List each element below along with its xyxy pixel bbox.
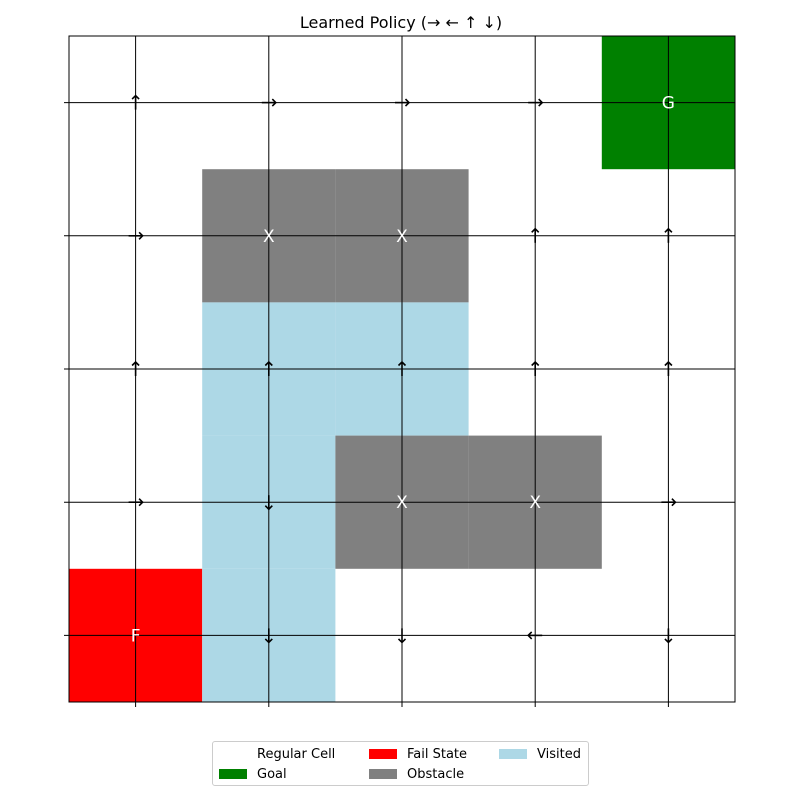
policy-arrow-up-r1-c3 [531, 227, 540, 243]
legend-swatch-obstacle [369, 769, 397, 779]
policy-arrow-up-r2-c0 [131, 360, 140, 376]
legend-swatch-fail-state [369, 749, 397, 759]
policy-arrow-left-r4-c3 [527, 631, 543, 640]
legend-item-goal: Goal [219, 766, 287, 782]
policy-arrow-right-r1-c0 [128, 231, 144, 240]
legend-label-fail-state: Fail State [407, 746, 468, 762]
policy-arrow-down-r4-c1 [264, 628, 273, 644]
legend: Regular Cell Goal Fail State Obstacle Vi… [212, 741, 589, 786]
chart-title: Learned Policy (→ ← ↑ ↓) [300, 13, 502, 32]
policy-arrow-down-r3-c1 [264, 495, 273, 511]
policy-arrow-right-r0-c3 [528, 98, 544, 107]
legend-item-visited: Visited [499, 746, 581, 762]
legend-swatch-goal [219, 769, 247, 779]
legend-item-regular-cell: Regular Cell [219, 746, 335, 762]
cell-label-goal-r0-c4: G [662, 94, 675, 114]
legend-swatch-visited [499, 749, 527, 759]
policy-arrow-right-r3-c4 [661, 498, 677, 507]
legend-item-obstacle: Obstacle [369, 766, 464, 782]
policy-arrow-right-r0-c1 [261, 98, 277, 107]
policy-arrow-up-r2-c1 [264, 360, 273, 376]
legend-label-goal: Goal [257, 766, 287, 782]
cell-label-obstacle-r3-c3: X [529, 493, 541, 513]
cell-label-obstacle-r1-c2: X [396, 227, 408, 247]
policy-arrows [128, 94, 677, 644]
cell-label-obstacle-r3-c2: X [396, 493, 408, 513]
legend-swatch-regular-cell [219, 749, 247, 759]
policy-arrow-up-r2-c3 [531, 360, 540, 376]
cell-labels: G X X X X F [131, 94, 675, 647]
cell-label-obstacle-r1-c1: X [263, 227, 275, 247]
policy-arrow-right-r0-c2 [395, 98, 411, 107]
policy-arrow-up-r2-c4 [664, 360, 673, 376]
policy-arrow-down-r4-c4 [664, 628, 673, 644]
policy-arrow-down-r4-c2 [397, 628, 407, 644]
policy-arrow-up-r2-c2 [397, 360, 407, 376]
legend-item-fail-state: Fail State [369, 746, 467, 762]
legend-label-obstacle: Obstacle [407, 766, 465, 782]
legend-label-regular-cell: Regular Cell [257, 746, 336, 762]
legend-label-visited: Visited [537, 746, 581, 762]
cell-label-fail-r4-c0: F [131, 626, 141, 646]
policy-arrow-right-r3-c0 [128, 498, 144, 507]
policy-arrow-up-r0-c0 [131, 94, 140, 110]
policy-arrow-up-r1-c4 [664, 227, 673, 243]
